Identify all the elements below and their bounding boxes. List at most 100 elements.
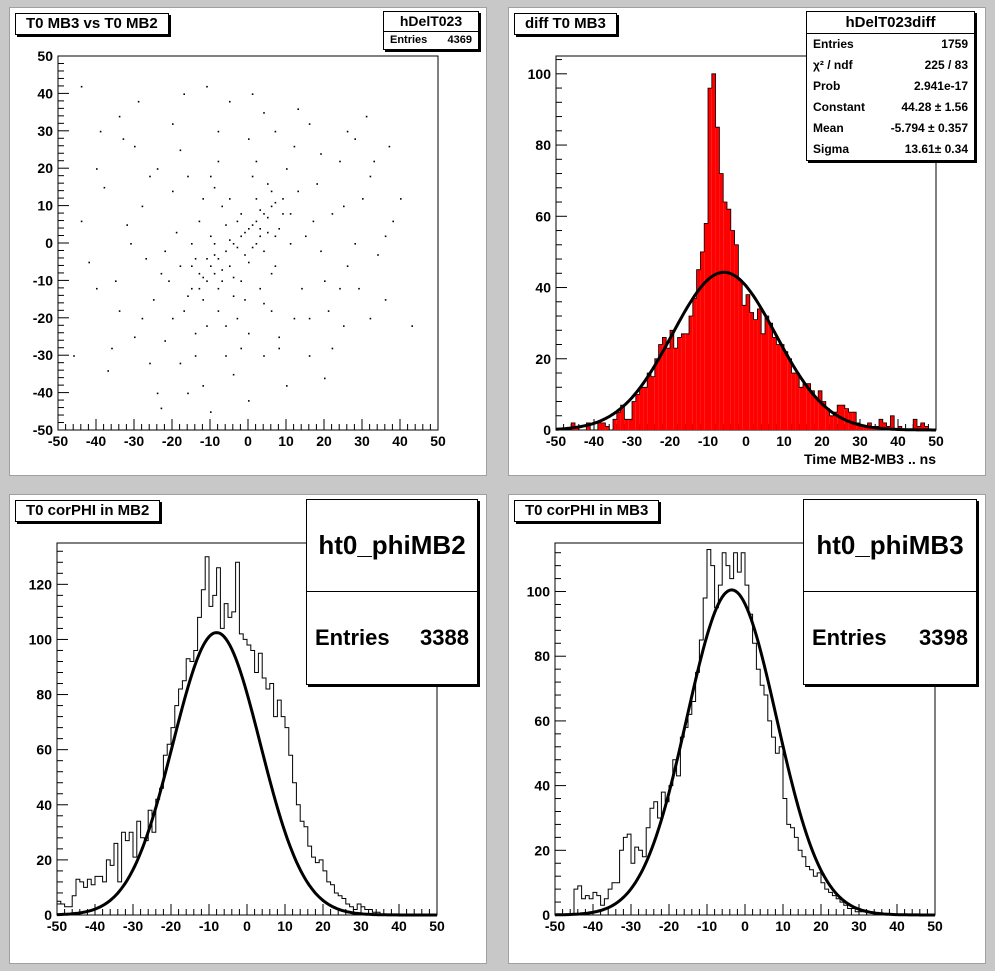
histogram-bar [708,88,712,430]
x-tick-label: 50 [928,433,944,449]
scatter-point [232,295,235,297]
scatter-point [267,216,269,219]
histogram-bar [685,333,689,430]
scatter-point [240,235,242,238]
scatter-point [354,243,356,245]
stats-value: 13.61± 0.34 [904,142,968,156]
scatter-point [73,355,75,357]
scatter-point [388,145,391,148]
scatter-point [301,287,303,290]
scatter-point [210,235,212,238]
scatter-point [244,254,246,256]
scatter-point [327,310,330,312]
histogram-bar [890,415,895,430]
y-tick-label: 40 [37,85,53,101]
scatter-point [274,130,277,133]
scatter-point [111,347,113,350]
scatter-point [156,168,159,170]
stats-label: Entries [812,625,887,650]
scatter-point [107,370,109,372]
scatter-point [244,299,246,301]
scatter-point [274,201,277,204]
scatter-point [118,310,121,312]
stats-value: 225 / 83 [924,58,968,72]
histogram-bar [681,333,686,430]
x-tick-label: -50 [546,433,566,449]
stats-value: 3398 [919,625,968,650]
scatter-point [210,411,212,413]
pad-title: T0 corPHI in MB2 [15,500,161,522]
x-tick-label: 30 [353,918,369,934]
x-tick-label: -40 [583,918,603,934]
histogram-bar [601,422,606,430]
scatter-point [278,228,280,230]
y-tick-label: 10 [37,198,53,214]
histogram-bar [924,426,929,430]
stats-value: 44.28 ± 1.56 [901,100,968,114]
stats-row: χ² / ndf 225 / 83 [807,55,974,76]
x-axis-label: Time MB2-MB3 .. ns [804,451,936,467]
scatter-point [217,160,220,163]
scatter-point [179,265,182,267]
scatter-point [384,235,387,238]
scatter-point [134,336,136,339]
scatter-point [198,220,201,223]
scatter-point [286,385,288,387]
scatter-point [339,287,341,290]
x-tick-label: 0 [244,433,252,449]
stats-label: Entries [315,625,390,650]
scatter-point [168,280,170,282]
scatter-point [263,302,265,305]
scatter-point [160,272,163,275]
scatter-plot[interactable]: -50 -40 -30 -20 -10 0 10 20 30 40 50 -50 -40 -30 -20 -1… [10,8,486,475]
stats-value: 1759 [941,37,968,51]
x-tick-label: -30 [621,918,641,934]
x-tick-label: 20 [315,918,331,934]
scatter-point [141,205,144,208]
y-tick-label: 20 [37,160,53,176]
x-tick-label: -50 [47,918,67,934]
x-tick-label: 40 [889,918,905,934]
scatter-point [202,385,204,387]
scatter-point [194,355,197,357]
scatter-point [259,209,261,211]
histogram-bar [639,387,644,430]
x-tick-label: -50 [48,433,68,449]
histogram-bar [635,394,640,430]
stats-box-name: ht0_phiMB2 [307,500,477,592]
scatter-point [134,145,136,148]
histogram-bar [761,333,765,430]
stats-box-name: ht0_phiMB3 [804,500,976,592]
histogram-bar [616,412,621,430]
scatter-point [251,246,254,249]
x-tick-label: -40 [86,433,106,449]
scatter-point [187,392,189,395]
scatter-point [365,115,368,118]
scatter-point [206,325,208,327]
histogram-plot[interactable]: -50 -40 -30 -20 -10 0 10 20 30 40 50 0 20 40 60 80 100 [509,495,985,963]
histogram-bar [662,337,667,430]
histogram-bar [753,319,758,430]
histogram-bar [818,390,822,430]
histogram-bar [795,373,800,430]
scatter-point [270,272,273,275]
histogram-bar [749,312,754,430]
scatter-point [183,310,185,312]
histogram-bar [692,298,697,430]
x-tick-label: -30 [622,433,642,449]
histogram-bar [628,419,632,430]
scatter-point [324,280,326,282]
stats-row: Sigma 13.61± 0.34 [807,139,974,160]
stats-label: Entries [390,34,428,46]
pad-title: T0 MB3 vs T0 MB2 [15,13,169,35]
histogram-bar [727,209,731,430]
scatter-point [225,355,227,357]
stats-box: hDelT023diff Entries 1759 χ² / ndf 225 /… [806,11,975,161]
x-tick-label: -40 [584,433,604,449]
scatter-point [194,258,197,260]
scatter-point [293,317,296,320]
stats-label: Sigma [813,142,850,156]
histogram-bar [833,412,838,430]
scatter-point [240,280,242,282]
x-tick-label: 50 [430,433,446,449]
